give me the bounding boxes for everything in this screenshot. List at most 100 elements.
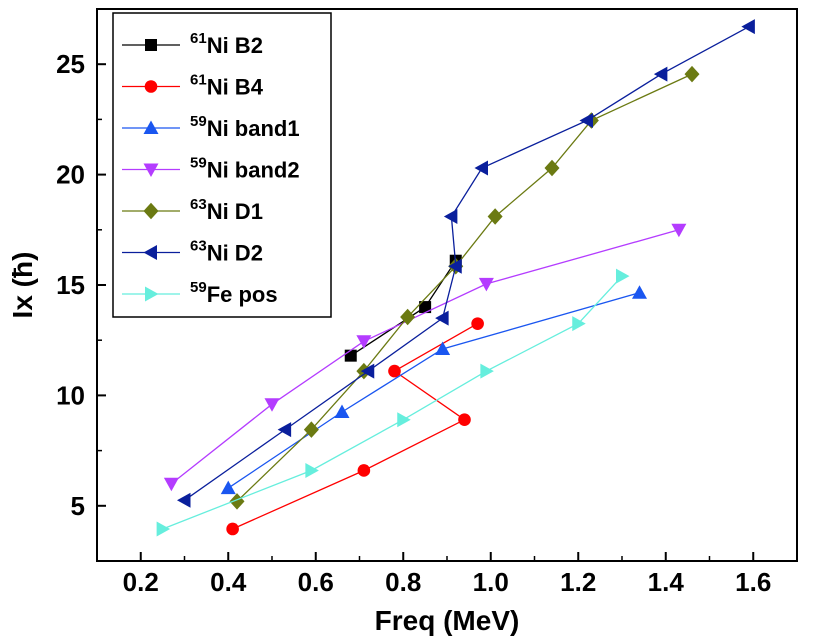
data-point	[360, 363, 375, 379]
legend-item: 59Ni band2	[122, 155, 300, 183]
x-tick-label: 0.6	[298, 567, 334, 597]
legend-marker	[144, 80, 158, 93]
legend-item: 61Ni B4	[122, 72, 264, 100]
legend-item: 63Ni D1	[122, 196, 263, 224]
legend-label: 63Ni D2	[190, 238, 263, 266]
legend-label-mass: 59	[190, 155, 207, 172]
data-point	[544, 159, 560, 177]
x-axis-title: Freq (MeV)	[375, 605, 520, 636]
legend-label-name: Ni B4	[207, 75, 264, 100]
data-point	[474, 160, 488, 176]
y-axis-title-close: )	[7, 252, 38, 261]
data-point	[226, 522, 239, 536]
data-point	[397, 412, 411, 428]
data-point	[388, 364, 401, 378]
data-point	[471, 317, 484, 330]
y-tick-label: 10	[56, 380, 85, 410]
data-point	[653, 66, 668, 82]
data-point	[572, 316, 586, 332]
legend-marker	[143, 163, 159, 177]
series-triangle-right	[156, 268, 630, 537]
data-point	[334, 404, 350, 418]
data-point	[458, 413, 471, 426]
legend-item: 59Fe pos	[122, 279, 278, 307]
data-point	[400, 308, 416, 326]
legend-marker	[143, 120, 159, 134]
data-point	[357, 464, 371, 477]
series-triangle-up	[220, 285, 647, 495]
x-tick-label: 1.6	[735, 567, 771, 597]
legend-label-mass: 61	[190, 72, 207, 89]
y-axis-title: Ix (ħ)	[7, 252, 38, 319]
data-point	[344, 349, 357, 362]
x-tick-label: 0.2	[123, 567, 159, 597]
legend-label-name: Ni band1	[207, 116, 300, 141]
legend-label-mass: 63	[190, 196, 207, 213]
x-tick-label: 1.0	[473, 567, 509, 597]
data-point	[220, 480, 236, 495]
data-point	[156, 521, 171, 537]
legend-label: 63Ni D1	[190, 196, 263, 224]
legend-label: 59Fe pos	[190, 279, 278, 307]
legend-label-name: Ni B2	[207, 33, 263, 58]
legend-label-name: Ni D1	[207, 199, 263, 224]
legend-marker	[145, 39, 157, 51]
data-point	[480, 363, 494, 379]
y-axis-title-main: Ix (	[7, 277, 38, 318]
series-triangle-left	[177, 19, 755, 508]
data-point	[478, 277, 494, 292]
data-point	[443, 209, 458, 225]
legend-label: 61Ni B4	[190, 72, 264, 100]
x-tick-label: 1.4	[648, 567, 685, 597]
data-point	[487, 208, 503, 225]
x-tick-label: 0.4	[210, 567, 247, 597]
data-point	[448, 258, 462, 274]
series-line	[162, 275, 623, 530]
data-point	[229, 493, 245, 510]
data-point	[277, 422, 292, 438]
data-point	[741, 19, 755, 35]
y-tick-label: 20	[56, 160, 85, 190]
y-tick-label: 15	[56, 270, 85, 300]
data-point	[616, 268, 630, 284]
legend-label-mass: 61	[190, 30, 207, 47]
data-point	[419, 301, 432, 314]
series-line	[184, 26, 750, 501]
legend-label-name: Ni band2	[207, 158, 300, 183]
legend-label-name: Fe pos	[207, 282, 278, 307]
legend-label-mass: 59	[190, 279, 207, 296]
data-point	[356, 335, 372, 349]
series-circle	[226, 317, 484, 536]
legend-label: 59Ni band2	[190, 155, 300, 183]
legend-label-mass: 59	[190, 113, 207, 130]
x-tick-label: 1.2	[560, 567, 596, 597]
legend-marker	[143, 245, 157, 260]
legend-item: 59Ni band1	[122, 113, 300, 141]
legend-item: 63Ni D2	[122, 238, 263, 266]
legend-label: 59Ni band1	[190, 113, 300, 141]
data-point	[163, 477, 179, 492]
data-point	[579, 113, 593, 129]
data-point	[671, 223, 687, 238]
data-point	[303, 421, 319, 438]
y-tick-label: 25	[56, 49, 85, 79]
data-point	[435, 341, 451, 356]
legend-marker	[145, 286, 159, 302]
series-line	[227, 292, 640, 489]
legend-label-name: Ni D2	[207, 241, 263, 266]
data-point	[264, 398, 280, 412]
legend-item: 61Ni B2	[122, 30, 263, 58]
data-point	[435, 310, 449, 326]
x-tick-label: 0.8	[385, 567, 421, 597]
x-axis: 0.2 0.4 0.6 0.8 1.0 1.2 1.4 1.6	[96, 552, 798, 597]
y-tick-label: 5	[71, 491, 85, 521]
data-point	[177, 492, 191, 508]
data-point	[632, 285, 647, 299]
y-axis: 5 10 15 20 25	[56, 8, 106, 562]
series-triangle-down	[163, 223, 687, 492]
data-point	[305, 462, 319, 478]
legend-label: 61Ni B2	[190, 30, 263, 58]
series-layer	[156, 19, 755, 537]
